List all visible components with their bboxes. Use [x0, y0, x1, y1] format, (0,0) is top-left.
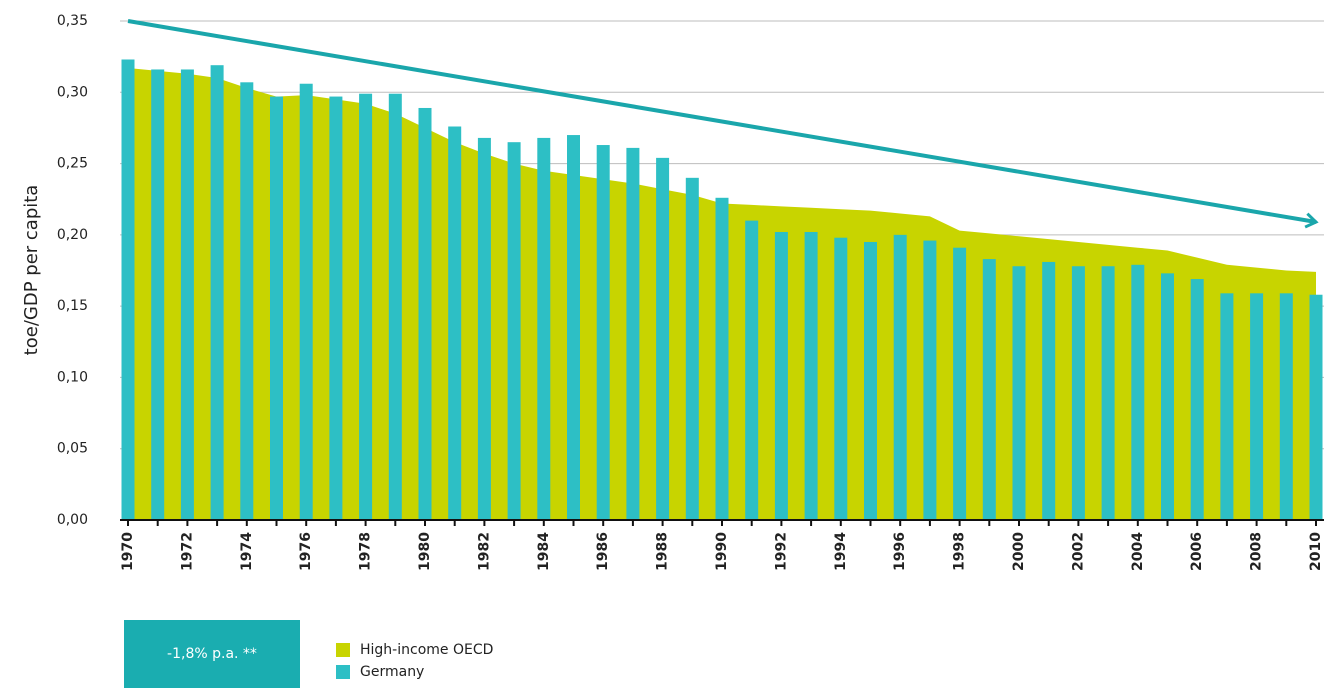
x-tick-label: 2010: [1308, 532, 1324, 571]
bar: [923, 240, 937, 520]
bar: [834, 237, 848, 521]
bar: [418, 107, 432, 521]
bar: [567, 135, 580, 521]
x-tick-label: 1992: [773, 532, 789, 571]
x-tick-label: 1978: [358, 532, 374, 571]
x-tick-label: 1990: [714, 532, 730, 571]
bar: [804, 232, 818, 520]
x-tick-label: 1972: [179, 532, 195, 571]
bar: [448, 126, 462, 520]
annotation-box: [124, 620, 300, 688]
bar: [180, 69, 194, 520]
bar: [299, 83, 313, 520]
x-tick-label: 2008: [1249, 532, 1265, 571]
bar: [121, 59, 135, 520]
x-tick-label: 2006: [1189, 532, 1205, 571]
bar: [982, 259, 996, 520]
legend-swatch: [336, 643, 350, 657]
bar: [1250, 293, 1264, 520]
bar: [388, 93, 402, 520]
bar: [270, 96, 283, 520]
bar: [596, 145, 610, 520]
x-tick-label: 2000: [1011, 532, 1027, 571]
bar: [1190, 279, 1204, 520]
x-tick-label: 1970: [120, 532, 136, 571]
bar: [774, 232, 788, 520]
bar: [1220, 293, 1234, 520]
bar: [656, 157, 670, 520]
y-tick-label: 0,35: [57, 13, 88, 29]
bar: [685, 177, 699, 521]
bar: [745, 220, 759, 520]
x-tick-label: 2002: [1070, 532, 1086, 571]
bar: [477, 137, 491, 520]
bar: [1131, 264, 1145, 520]
bar: [151, 69, 165, 520]
bar: [864, 241, 877, 520]
x-tick-label: 1994: [833, 532, 849, 571]
bar: [1279, 293, 1293, 520]
x-tick-label: 1996: [892, 532, 908, 571]
bar: [1101, 266, 1115, 520]
bar: [359, 93, 373, 520]
y-tick-label: 0,00: [57, 512, 88, 528]
y-tick-label: 0,10: [57, 369, 88, 385]
y-tick-label: 0,05: [57, 441, 88, 457]
bar: [1309, 294, 1323, 520]
bar: [953, 247, 967, 520]
legend-swatch: [336, 665, 350, 679]
y-tick-label: 0,15: [57, 298, 88, 314]
bar: [507, 142, 521, 520]
bar: [537, 137, 551, 520]
bar: [626, 147, 640, 521]
legend-label: High-income OECD: [360, 642, 493, 658]
x-tick-label: 1982: [476, 532, 492, 571]
bar: [1071, 266, 1085, 520]
y-tick-label: 0,30: [57, 84, 88, 100]
bar: [1012, 266, 1026, 520]
trend-line: [127, 19, 1317, 224]
x-tick-label: 1976: [298, 532, 314, 571]
y-tick-label: 0,25: [57, 156, 88, 172]
bar: [715, 197, 729, 520]
bar: [1161, 273, 1174, 520]
legend-label: Germany: [360, 664, 424, 680]
bar: [210, 65, 224, 520]
x-tick-label: 1980: [417, 532, 433, 571]
bar: [1042, 261, 1056, 520]
x-tick-label: 1974: [239, 532, 255, 571]
bar: [329, 96, 343, 520]
x-tick-label: 1984: [536, 532, 552, 571]
annotation: -1,8% p.a. **: [167, 646, 257, 662]
trend-arrowhead: [1304, 212, 1319, 229]
y-tick-label: 0,20: [57, 227, 88, 243]
x-tick-label: 2004: [1130, 532, 1146, 571]
x-tick-label: 1998: [952, 532, 968, 571]
bar: [893, 234, 907, 520]
bar: [240, 82, 254, 520]
x-tick-label: 1986: [595, 532, 611, 571]
x-tick-label: 1988: [655, 532, 671, 571]
y-axis-label: toe/GDP per capita: [21, 185, 42, 356]
